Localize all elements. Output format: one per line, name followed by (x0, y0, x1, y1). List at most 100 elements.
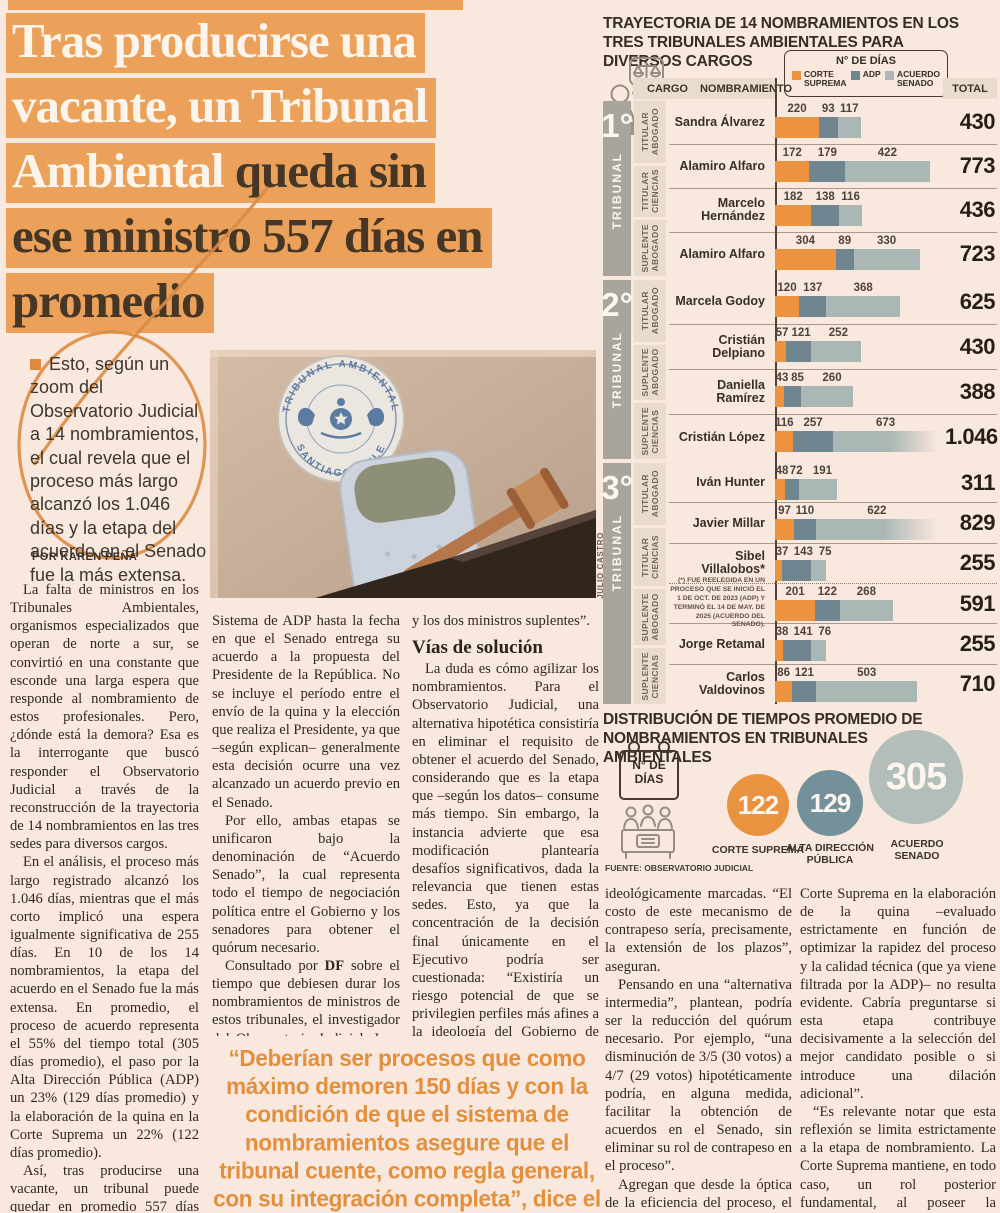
bar-segment-corte-suprema (775, 479, 785, 501)
article-paragraph: y los dos ministros suplentes”. (412, 613, 590, 629)
article-paragraph: En el análisis, el proceso más largo reg… (10, 854, 199, 1161)
gavel-illustration (402, 467, 569, 583)
segment-value-label: 76 (818, 626, 832, 639)
row-total: 255 (959, 550, 996, 576)
nominee-name: Carlos Valdovinos (699, 670, 765, 698)
segment-value-label: 201 (785, 586, 805, 599)
article-paragraph: Sistema de ADP hasta la fecha en que el … (212, 613, 400, 811)
section-subhead: Vías de solución (412, 637, 543, 659)
segment-value-label: 138 (815, 190, 835, 203)
segment-value-label: 75 (818, 545, 832, 558)
segment-value-label: 48 (775, 465, 789, 478)
bar-segment-corte-suprema (775, 431, 794, 453)
column-headers: CARGO NOMBRAMIENTO (633, 78, 792, 99)
bar-segment-corte-suprema (775, 385, 784, 407)
bar-area: 120 137 368 (775, 280, 945, 324)
lead-bullet-square (30, 359, 41, 370)
bar-segment-adp (819, 117, 838, 138)
tribunal-number: 1° (601, 107, 633, 144)
distribution-section: DISTRIBUCIÓN DE TIEMPOS PROMEDIO DE NOMB… (603, 710, 997, 882)
tribunal-word: TRIBUNAL (610, 152, 624, 230)
lead-paragraph: Esto, según un zoom del Observatorio Jud… (30, 353, 208, 587)
tribunal-group: 3° TRIBUNAL TITULAR ABOGADO TITULAR CIENCIAS S… (601, 463, 997, 704)
legend-item: ACUERDO SENADO (885, 69, 940, 89)
column-header-nombramiento: NOMBRAMIENTO (699, 82, 793, 95)
segment-value-label: 368 (853, 281, 873, 294)
segment-value-label: 179 (817, 146, 837, 159)
cargo-label: TITULAR CIENCIAS (634, 165, 666, 217)
bar-segment-acuerdo-senado (837, 117, 861, 138)
pull-quote: “Deberían ser procesos que como máximo d… (213, 1045, 601, 1212)
bar-area: 48 72 191 (775, 463, 945, 502)
segment-value-label: 422 (877, 146, 897, 159)
segment-value-label: 304 (795, 234, 815, 247)
segment-value-label: 122 (817, 586, 837, 599)
bar-segment-corte-suprema (775, 117, 819, 138)
bar-segment-acuerdo-senado (833, 431, 938, 453)
tribunal-word: TRIBUNAL (610, 330, 624, 409)
cargo-column: TITULAR ABOGADO SUPLENTE ABOGADO SUPLENTE CIE… (634, 279, 666, 460)
article-column-1: La falta de ministros en los Tribunales … (10, 581, 199, 1212)
cargo-column: TITULAR ABOGADO TITULAR CIENCIAS SUPLENTE ABO… (634, 101, 666, 276)
bar-segment-adp (792, 680, 817, 702)
bubble-alta-dirección-pública: 129 (797, 770, 863, 836)
segment-value-label: 85 (791, 371, 804, 384)
row-total: 1.046 (945, 424, 998, 450)
segment-value-label: 137 (803, 281, 823, 294)
segment-value-label: 260 (822, 371, 842, 384)
article-paragraph: Por ello, ambas etapas se unificaron baj… (212, 812, 400, 956)
headline-line: promedio (6, 273, 610, 333)
row-footnote: (*) FUE REELEGIDA EN UN PROCESO QUE SE I… (670, 577, 765, 629)
segment-value-label: 268 (856, 586, 876, 599)
bar-segment-adp (815, 600, 840, 622)
legend-item: ADP (850, 69, 881, 89)
bar-segment-adp (782, 559, 811, 581)
article-paragraph: Pensando en una “alternativa intermedia”… (605, 976, 792, 1175)
bar-segment-acuerdo-senado (853, 248, 920, 270)
table-row: Cristián Delpiano 57 121 252 430 (669, 323, 997, 369)
bar-segment-acuerdo-senado (815, 519, 938, 541)
headline-line: Ambiental queda sin (6, 143, 610, 203)
segment-value-label: 141 (793, 626, 813, 639)
bar-segment-acuerdo-senado (810, 559, 826, 581)
bar-segment-adp (809, 160, 846, 182)
tribunal-word: TRIBUNAL (610, 514, 624, 592)
bar-area: 182 138 116 (775, 189, 945, 232)
segment-value-label: 116 (841, 190, 860, 203)
segment-value-label: 116 (775, 417, 794, 430)
segment-value-label: 330 (877, 234, 897, 247)
bar-segment-acuerdo-senado (838, 204, 863, 226)
bar-segment-adp (782, 640, 811, 662)
byline: POR KAREN PEÑA (32, 551, 138, 563)
legend-title: N° DE DÍAS (835, 55, 897, 67)
bar-segment-corte-suprema (775, 519, 795, 541)
cargo-label: SUPLENTE ABOGADO (634, 219, 666, 276)
row-total: 710 (959, 671, 996, 697)
tribunal-block: 2° TRIBUNAL (601, 279, 633, 460)
tribunal-number: 2° (601, 285, 633, 323)
chart-title: TRAYECTORIA DE 14 NOMBRAMIENTOS EN LOS T… (603, 15, 959, 70)
bar-segment-corte-suprema (775, 295, 799, 317)
row-total: 436 (959, 197, 996, 223)
cargo-column: TITULAR ABOGADO TITULAR CIENCIAS SUPLENTE ABO… (634, 463, 666, 704)
segment-value-label: 93 (821, 103, 835, 115)
segment-value-label: 86 (777, 666, 790, 679)
segment-value-label: 43 (775, 371, 789, 384)
segment-value-label: 252 (828, 326, 848, 339)
row-total: 430 (959, 333, 996, 359)
legend-items: CORTE SUPREMA ADP ACUERDO SENADO (785, 67, 947, 89)
row-total: 255 (959, 631, 996, 657)
segment-value-label: 117 (840, 103, 859, 115)
nominee-name: Marcela Godoy (675, 294, 765, 309)
cargo-label: SUPLENTE CIENCIAS (634, 403, 666, 460)
nominee-name: Javier Millar (692, 515, 765, 530)
headline-line: vacante, un Tribunal (6, 78, 610, 138)
cargo-label: TITULAR ABOGADO (634, 463, 666, 525)
distribution-title: DISTRIBUCIÓN DE TIEMPOS PROMEDIO DE NOMB… (603, 711, 923, 766)
column-header-cargo: CARGO (647, 82, 688, 95)
lead-text: Esto, según un zoom del Observatorio Jud… (30, 354, 207, 585)
segment-value-label: 57 (775, 326, 789, 339)
nominee-name: Daniella Ramírez (716, 377, 765, 405)
tribunal-photo-illustration: TRIBUNAL AMBIENTAL SANTIAGO CHILE (210, 350, 596, 598)
